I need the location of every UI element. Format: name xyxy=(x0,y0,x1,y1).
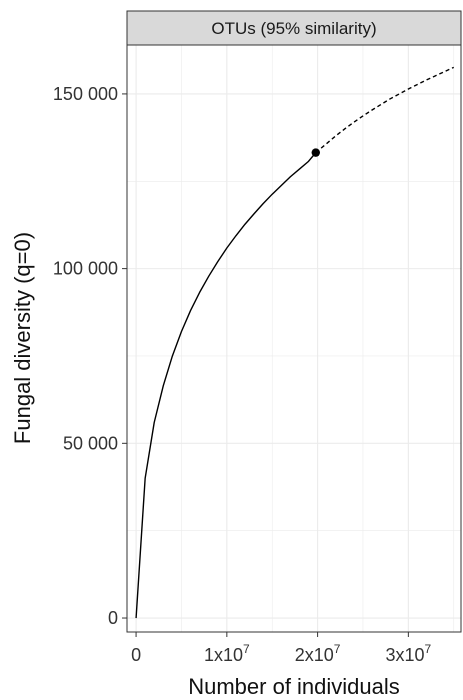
data-layer xyxy=(135,66,455,619)
x-tick-label: 1x107 xyxy=(204,642,250,665)
x-tick-label: 0 xyxy=(131,645,141,665)
y-axis: 0 50 000 100 000 150 000 xyxy=(53,84,127,628)
grid xyxy=(127,45,461,632)
y-tick-label: 100 000 xyxy=(53,259,118,279)
x-axis: 0 1x107 2x107 3x107 xyxy=(131,632,432,665)
facet-title: OTUs (95% similarity) xyxy=(211,19,376,38)
y-tick-label: 0 xyxy=(108,608,118,628)
x-tick-label: 2x107 xyxy=(295,642,341,665)
y-tick-label: 50 000 xyxy=(63,433,118,453)
y-tick-label: 150 000 xyxy=(53,84,118,104)
panel-border xyxy=(126,44,462,633)
y-axis-title: Fungal diversity (q=0) xyxy=(10,232,35,444)
interpolated-curve xyxy=(135,152,317,619)
x-tick-label: 3x107 xyxy=(385,642,431,665)
extrapolated-curve xyxy=(315,66,455,154)
x-axis-title: Number of individuals xyxy=(188,674,400,699)
facet-strip xyxy=(126,10,462,46)
observed-sample-point xyxy=(311,148,320,157)
